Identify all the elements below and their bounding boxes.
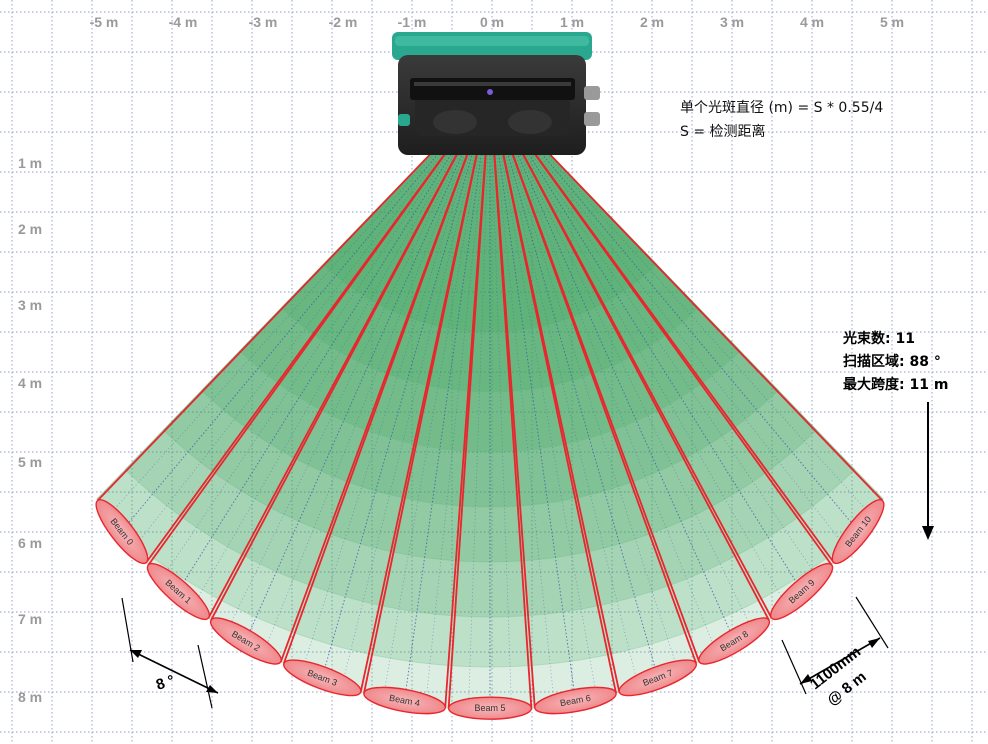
- beam-sub-line: [489, 91, 718, 654]
- beam-label: Beam 5: [474, 703, 505, 713]
- spec-scan-area: 扫描区域: 88 °: [843, 353, 941, 370]
- fan-band: [280, 91, 700, 393]
- beam-edge-line: [489, 91, 701, 663]
- beam-sub-line: [192, 91, 491, 607]
- y-axis-label: 6 m: [18, 535, 42, 551]
- y-axis-label: 1 m: [18, 155, 42, 171]
- beam-edge-line: [447, 91, 491, 709]
- spot-size-dimension: [781, 596, 889, 695]
- beam-center-line: [489, 91, 577, 703]
- beam-center-line: [176, 91, 491, 594]
- x-axis-label: 2 m: [640, 14, 664, 30]
- y-axis-label: 5 m: [18, 454, 42, 470]
- beam-edge-line: [97, 91, 491, 502]
- formula-line-2: S = 检测距离: [680, 123, 766, 140]
- y-axis-label: 8 m: [18, 689, 42, 705]
- x-axis-label: 5 m: [880, 14, 904, 30]
- beam-sub-line: [489, 91, 512, 710]
- beam-edge-line: [489, 91, 773, 619]
- beam-sub-line: [489, 91, 679, 672]
- beam-spot: Beam 6: [534, 686, 617, 715]
- beam-edge-line: [363, 91, 491, 694]
- beam-sub-line: [468, 91, 491, 710]
- beam-center-line: [489, 91, 861, 533]
- beam-sub-line: [489, 91, 788, 607]
- y-axis-label: 3 m: [18, 297, 42, 313]
- x-axis-label: -4 m: [169, 14, 198, 30]
- beam-sub-line: [107, 91, 491, 517]
- x-axis-label: -1 m: [398, 14, 427, 30]
- beam-spot: Beam 3: [283, 659, 362, 697]
- beam-spot: Beam 7: [618, 659, 697, 697]
- beam-sub-line: [301, 91, 491, 672]
- spec-max-span: 最大跨度: 11 m: [843, 376, 948, 393]
- angle-label: 8 °: [154, 672, 177, 694]
- y-axis-labels: 1 m 2 m 3 m 4 m 5 m 6 m 7 m 8 m: [18, 155, 42, 705]
- x-axis-label: 0 m: [480, 14, 504, 30]
- beam-edge-line: [489, 91, 536, 708]
- x-axis-label: -5 m: [90, 14, 119, 30]
- beam-edge-line: [489, 91, 835, 564]
- beam-center-line: [489, 91, 736, 643]
- y-axis-label: 4 m: [18, 375, 42, 391]
- beam-sub-line: [425, 91, 491, 706]
- x-axis-labels: -5 m -4 m -3 m -2 m -1 m 0 m 1 m 2 m 3 m 4 m 5 m: [90, 14, 904, 30]
- beam-center-line: [489, 91, 659, 680]
- angle-dimension: [121, 597, 219, 709]
- beam-edge-line: [489, 91, 621, 693]
- beam-spot: Beam 9: [769, 562, 834, 621]
- beam-center-line: [119, 91, 491, 533]
- beam-sub-line: [341, 91, 491, 687]
- x-axis-label: -3 m: [249, 14, 278, 30]
- x-axis-label: -2 m: [329, 14, 358, 30]
- beam-sub-line: [262, 91, 491, 654]
- beam-edge-line: [147, 91, 491, 566]
- beam-sub-line: [489, 91, 555, 706]
- beam-spot: Beam 4: [363, 686, 446, 715]
- beam-center-lines: [107, 91, 873, 710]
- y-axis-label: 7 m: [18, 611, 42, 627]
- beam-center-line: [489, 91, 804, 594]
- beam-edges: [97, 91, 883, 709]
- y-axis-label: 2 m: [18, 221, 42, 237]
- spec-beam-count: 光束数: 11: [842, 330, 915, 347]
- beam-center-line: [403, 91, 491, 703]
- beam-center-line: [321, 91, 491, 680]
- beam-edge-line: [489, 91, 883, 502]
- x-axis-label: 1 m: [560, 14, 584, 30]
- beam-sub-line: [489, 91, 873, 517]
- beam-spot: Beam 5: [447, 696, 533, 720]
- beam-edge-line: [282, 91, 491, 664]
- beam-edge-line: [210, 91, 491, 621]
- beam-sub-line: [489, 91, 639, 687]
- x-axis-label: 4 m: [800, 14, 824, 30]
- beam-center-line: [244, 91, 491, 643]
- laser-scanner-device-icon: [392, 32, 600, 155]
- formula-line-1: 单个光斑直径 (m) = S * 0.55/4: [680, 99, 883, 116]
- x-axis-label: 3 m: [720, 14, 744, 30]
- max-span-arrow: [922, 402, 934, 540]
